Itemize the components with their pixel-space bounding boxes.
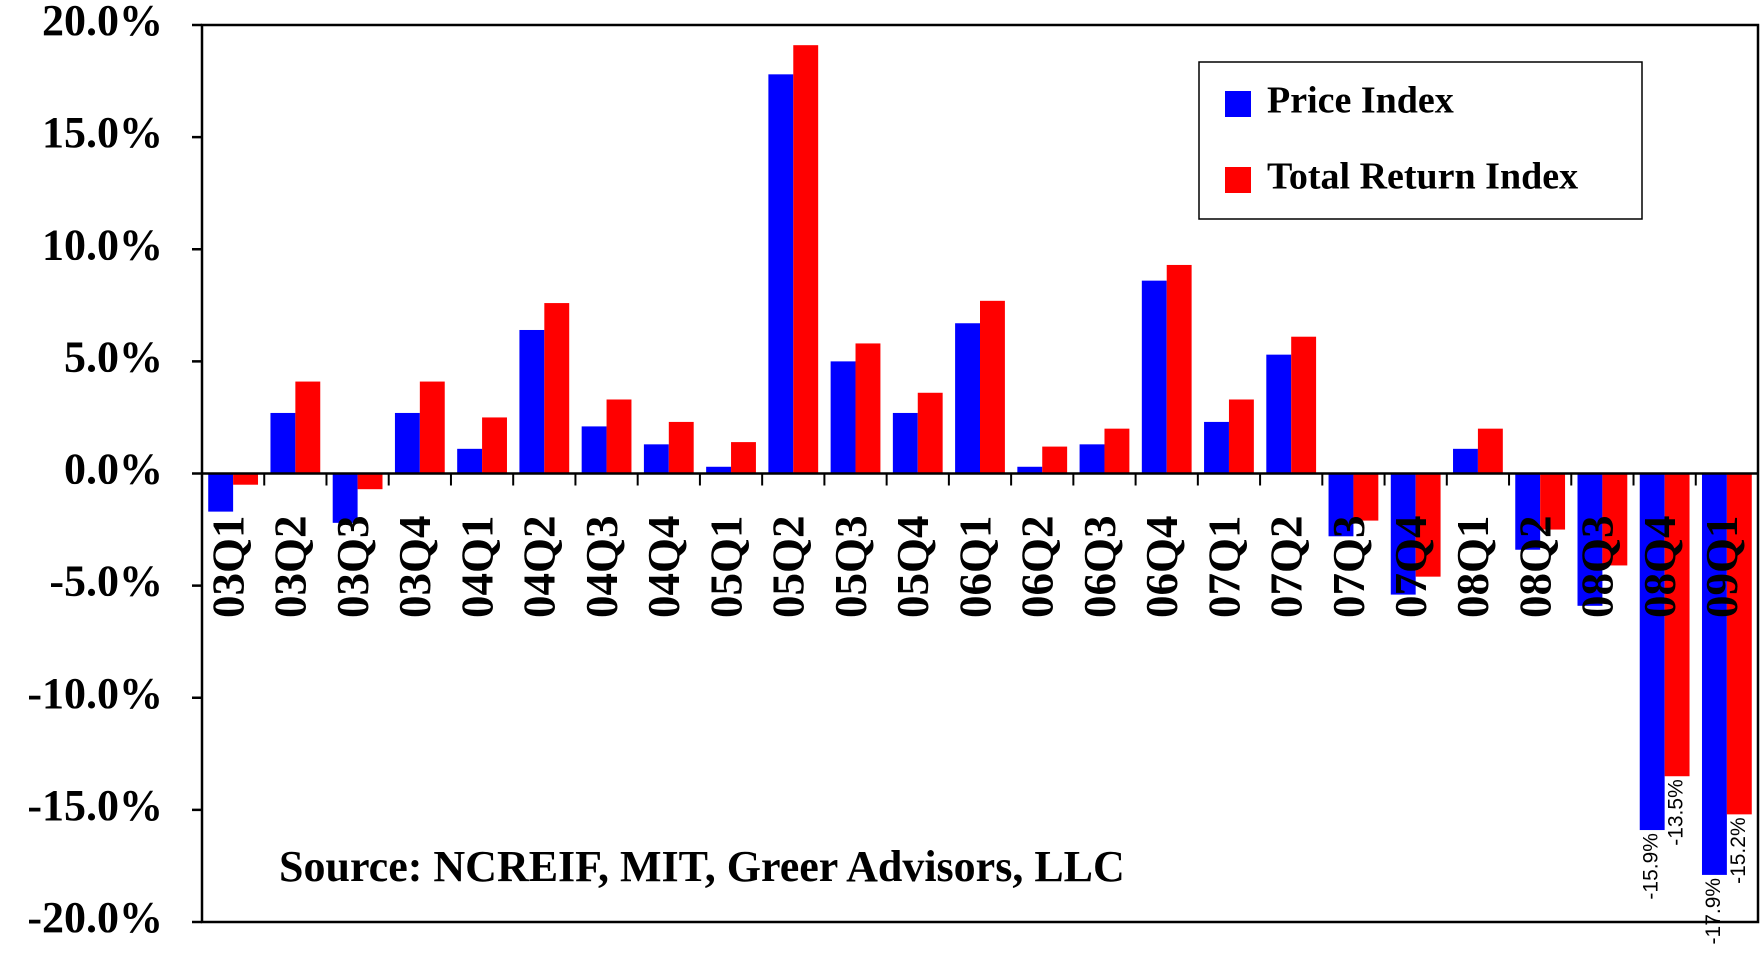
value-label: -15.9%	[1640, 833, 1663, 900]
x-tick-label: 04Q2	[515, 516, 565, 619]
x-tick-label: 03Q1	[203, 516, 253, 619]
legend-swatch	[1225, 167, 1251, 193]
x-tick-label: 06Q2	[1013, 516, 1063, 619]
x-tick-label: 08Q1	[1448, 516, 1498, 619]
bar	[332, 473, 358, 523]
bar	[830, 361, 856, 474]
bar	[1515, 473, 1541, 550]
bar	[1228, 399, 1254, 474]
x-tick-label: 09Q1	[1697, 516, 1747, 619]
bar	[357, 473, 383, 490]
x-tick-label: 05Q3	[826, 516, 876, 619]
bar	[768, 74, 794, 474]
bar	[1726, 473, 1752, 815]
y-tick-label: -10.0%	[27, 669, 163, 718]
y-tick-label: 5.0%	[64, 332, 163, 381]
bar	[581, 426, 607, 474]
bar	[1166, 264, 1192, 474]
bar	[706, 466, 732, 474]
bar	[1266, 354, 1292, 474]
bar	[731, 442, 756, 474]
bar	[955, 323, 980, 474]
bar	[1141, 280, 1167, 474]
bar	[1291, 336, 1317, 474]
bar	[917, 392, 943, 474]
bar	[1577, 473, 1603, 606]
bar	[482, 417, 507, 474]
bar	[1639, 473, 1665, 831]
x-tick-label: 08Q3	[1573, 516, 1623, 619]
bar	[1453, 448, 1478, 474]
bar	[1079, 444, 1105, 474]
y-tick-label: -20.0%	[27, 893, 163, 942]
bar	[1328, 473, 1354, 537]
bar	[394, 412, 420, 474]
x-tick-label: 04Q1	[452, 516, 502, 619]
bar	[270, 412, 296, 474]
bar	[233, 473, 259, 485]
legend-swatch	[1225, 91, 1251, 117]
x-tick-label: 04Q3	[577, 516, 627, 619]
x-tick-label: 08Q4	[1635, 516, 1685, 619]
x-tick-label: 03Q2	[266, 516, 316, 619]
bar	[793, 45, 819, 474]
bar	[892, 412, 918, 474]
bar	[1017, 466, 1043, 474]
x-tick-label: 04Q4	[639, 516, 689, 619]
bar	[606, 399, 632, 474]
bar	[519, 329, 545, 474]
x-tick-label: 05Q1	[701, 516, 751, 619]
bar	[1701, 473, 1727, 875]
bar	[419, 381, 445, 474]
y-tick-label: 10.0%	[42, 220, 163, 269]
legend-box	[1198, 61, 1643, 220]
y-tick-label: -5.0%	[49, 557, 163, 606]
x-tick-label: 07Q4	[1386, 516, 1436, 619]
x-tick-label: 05Q2	[764, 516, 814, 619]
bar	[1664, 473, 1690, 777]
bar	[1390, 473, 1416, 595]
bar	[457, 448, 483, 474]
x-tick-label: 06Q3	[1075, 516, 1125, 619]
bar	[544, 303, 570, 474]
bar	[295, 381, 321, 474]
bar	[1204, 421, 1229, 474]
bar	[1602, 473, 1628, 566]
value-label: -13.5%	[1665, 779, 1688, 846]
x-tick-label: 03Q4	[390, 516, 440, 619]
bar	[980, 300, 1005, 474]
bar	[1042, 446, 1068, 474]
value-label: -15.2%	[1727, 817, 1750, 884]
x-tick-label: 07Q1	[1199, 516, 1249, 619]
x-tick-label: 07Q3	[1324, 516, 1374, 619]
value-label: -17.9%	[1702, 878, 1725, 945]
bar	[855, 343, 881, 474]
bar	[1104, 428, 1130, 474]
x-tick-label: 06Q1	[950, 516, 1000, 619]
bar	[1415, 473, 1441, 577]
bar	[1540, 473, 1566, 530]
y-tick-label: 20.0%	[42, 0, 163, 45]
bar	[1477, 428, 1503, 474]
legend-label: Total Return Index	[1267, 156, 1578, 198]
x-tick-label: 07Q2	[1262, 516, 1312, 619]
x-tick-label: 08Q2	[1510, 516, 1560, 619]
source-note: Source: NCREIF, MIT, Greer Advisors, LLC	[279, 842, 1125, 891]
bar	[1353, 473, 1379, 521]
legend-label: Price Index	[1267, 80, 1454, 122]
x-tick-label: 05Q4	[888, 516, 938, 619]
x-tick-label: 06Q4	[1137, 516, 1187, 619]
bar	[208, 473, 234, 512]
y-tick-label: 0.0%	[64, 445, 163, 494]
bar	[668, 421, 694, 474]
y-tick-label: -15.0%	[27, 781, 163, 830]
bar	[643, 444, 669, 474]
x-tick-label: 03Q3	[328, 516, 378, 619]
y-tick-label: 15.0%	[42, 108, 163, 157]
